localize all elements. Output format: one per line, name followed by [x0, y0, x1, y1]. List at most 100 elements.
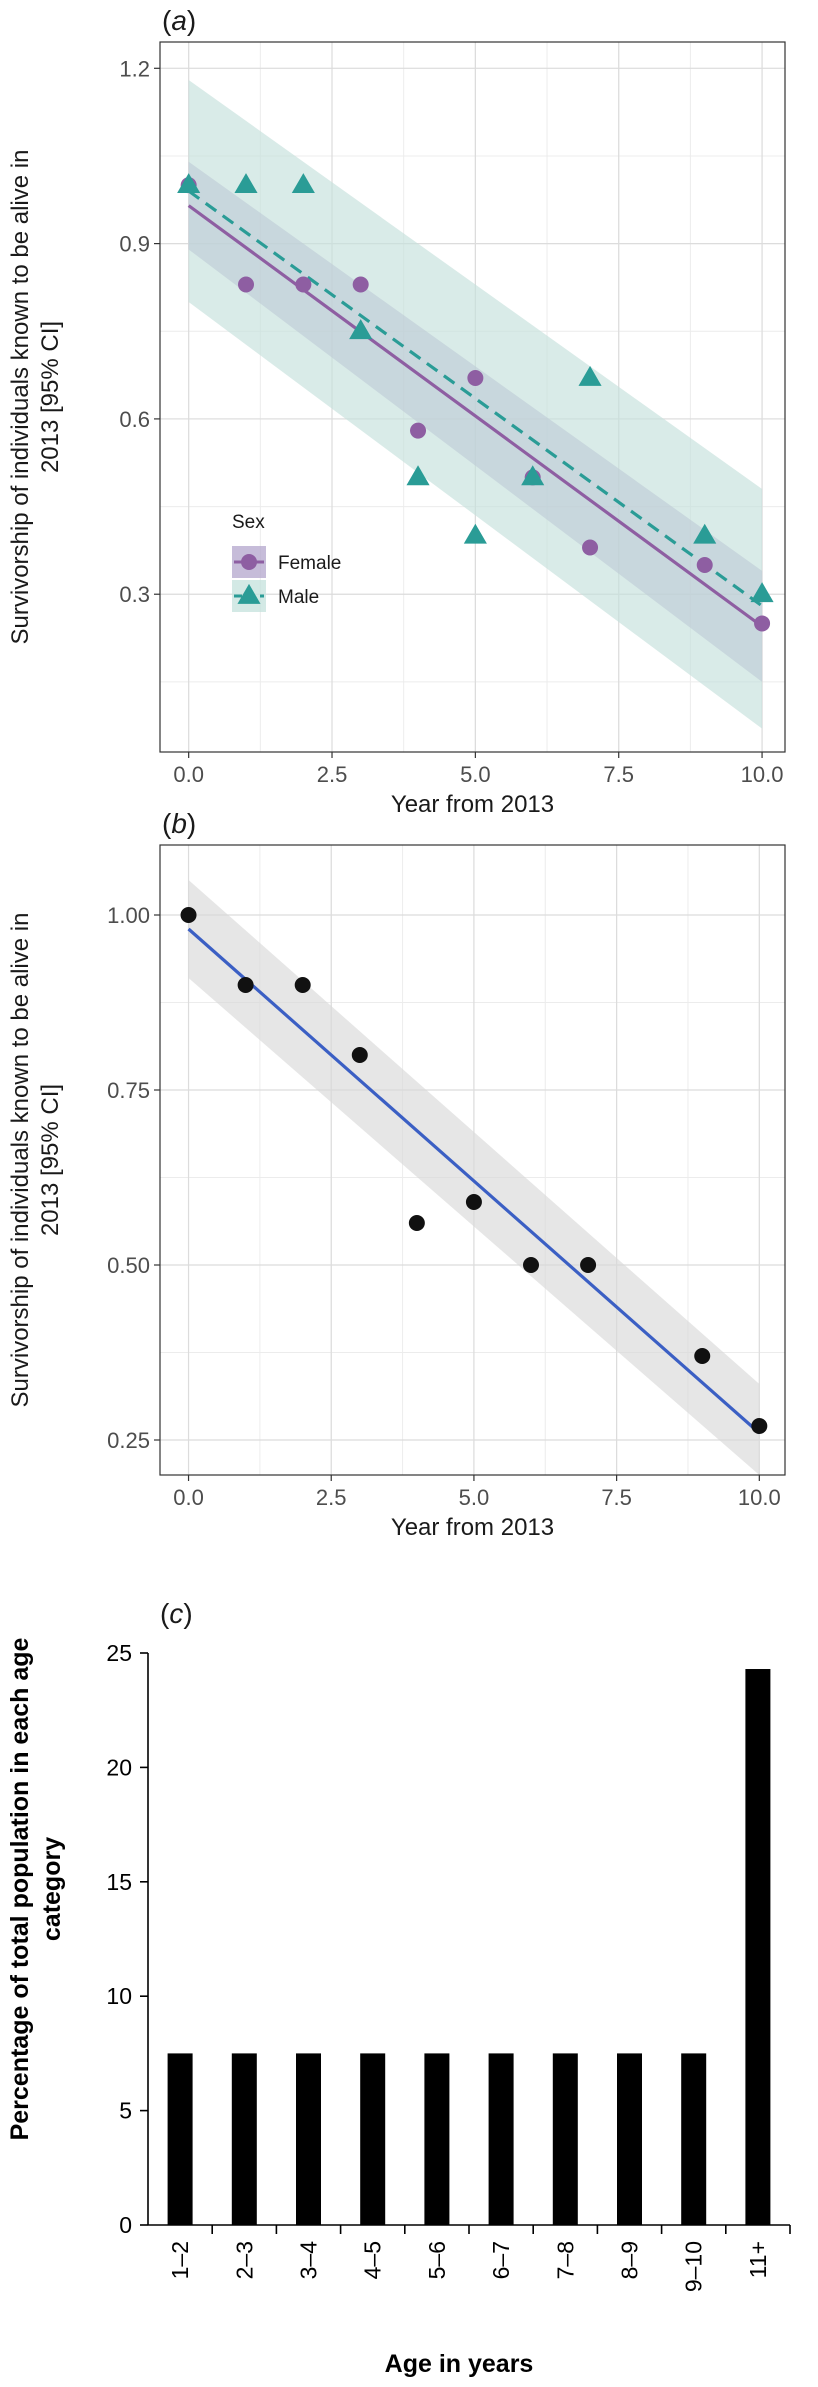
data-point-male [349, 319, 373, 340]
x-tick-label: 10.0 [741, 762, 784, 787]
y-tick-label: 1.00 [107, 903, 150, 928]
panel-label: (c) [160, 1598, 193, 1629]
plot-border [159, 844, 786, 1476]
x-tick-label: 10.0 [738, 1485, 781, 1510]
x-tick-label: 2.5 [317, 762, 348, 787]
data-point-male [291, 173, 315, 194]
y-tick-label: 0.6 [119, 407, 150, 432]
ci-band-male [188, 79, 763, 729]
y-axis-title: Survivorship of individuals known to be … [7, 913, 64, 1408]
data-point-male [406, 465, 430, 486]
data-point-male [693, 523, 717, 544]
y-tick-label: 0.50 [107, 1253, 150, 1278]
y-tick-label: 10 [106, 1983, 132, 2009]
panel-a: 0.0 2.5 5.0 7.5 10.0 0.3 0.6 0.9 1.2 Year from 20… [7, 5, 786, 818]
x-tick-label: 9–10 [681, 2241, 707, 2292]
data-point-male [234, 173, 258, 194]
x-tick-label: 8–9 [617, 2241, 643, 2279]
x-tick-label: 7–8 [552, 2241, 578, 2279]
plot-border [159, 41, 786, 753]
fit-line-male [187, 189, 764, 608]
panel-b: 0.0 2.5 5.0 7.5 10.0 0.25 0.50 0.75 1.00 Year fro… [7, 808, 786, 1541]
data-point [408, 1215, 425, 1231]
legend: Sex Female Male [232, 512, 341, 612]
fit-line-female [187, 204, 764, 628]
bar [296, 2053, 321, 2225]
data-point-male [463, 523, 487, 544]
data-point-female [582, 539, 599, 556]
bar [167, 2053, 193, 2225]
y-tick-label: 15 [106, 1869, 132, 1895]
x-axis-title: Year from 2013 [391, 791, 554, 818]
legend-key-marker [237, 583, 261, 604]
x-tick-label: 5–6 [424, 2241, 450, 2279]
x-tick-label: 2–3 [231, 2241, 257, 2279]
x-tick-label: 4–5 [360, 2241, 386, 2279]
data-point-female [295, 276, 312, 293]
data-point [580, 1257, 597, 1273]
data-point [294, 977, 311, 993]
data-point [237, 977, 254, 993]
y-tick-label: 0 [119, 2212, 132, 2238]
bar [552, 2053, 578, 2225]
data-point-male [750, 582, 774, 603]
y-tick-label: 20 [106, 1754, 132, 1780]
bar [745, 1669, 771, 2225]
x-tick-label: 7.5 [601, 1485, 632, 1510]
data-point-female [238, 276, 255, 293]
data-point-female [467, 370, 484, 387]
data-point [523, 1257, 540, 1273]
y-axis-title: Survivorship of individuals known to be … [7, 150, 64, 645]
bar [360, 2053, 386, 2225]
data-point-male [521, 465, 545, 486]
y-tick-label: 0.3 [119, 582, 150, 607]
bar [617, 2053, 642, 2225]
y-tick-label: 0.9 [119, 232, 150, 257]
x-tick-label: 6–7 [488, 2241, 514, 2279]
bar [231, 2053, 257, 2225]
data-point-female [754, 615, 771, 632]
x-tick-label: 3–4 [296, 2241, 322, 2280]
legend-key-marker [241, 554, 257, 570]
data-point-female [352, 276, 369, 293]
fit-line [187, 927, 761, 1435]
y-axis-title: Percentage of total population in each a… [6, 1637, 66, 2140]
y-tick-label: 5 [119, 2098, 132, 2124]
data-point [751, 1418, 768, 1434]
x-tick-label: 5.0 [460, 762, 491, 787]
y-tick-label: 1.2 [119, 56, 150, 81]
data-point-female [410, 422, 427, 439]
x-tick-label: 7.5 [603, 762, 634, 787]
plot-content [177, 79, 774, 729]
y-tick-label: 25 [106, 1640, 132, 1666]
x-tick-label: 0.0 [173, 762, 204, 787]
x-tick-label: 11+ [745, 2241, 771, 2278]
data-point [180, 907, 197, 923]
bar [488, 2053, 514, 2225]
legend-label-male: Male [278, 587, 319, 608]
data-point [465, 1194, 482, 1210]
plot-content [180, 880, 768, 1475]
data-point-male [177, 173, 201, 194]
x-tick-label: 0.0 [173, 1485, 204, 1510]
x-tick-label: 1–2 [167, 2241, 193, 2279]
panel-c: 0 5 10 15 20 25 1–2 2–3 3–4 4–5 5–6 6–7 7–8 8–9 9–10 11… [6, 1598, 791, 2378]
data-point [694, 1348, 711, 1364]
panel-label: (b) [162, 808, 196, 839]
legend-title: Sex [232, 512, 265, 533]
panel-label: (a) [162, 5, 196, 36]
data-point [351, 1047, 368, 1063]
legend-label-female: Female [278, 553, 341, 574]
ci-band [188, 880, 760, 1475]
data-point-female [696, 557, 713, 574]
bar [681, 2053, 707, 2225]
x-axis-title: Year from 2013 [391, 1514, 554, 1541]
x-axis-title: Age in years [385, 2350, 534, 2378]
y-tick-label: 0.25 [107, 1428, 150, 1453]
y-tick-label: 0.75 [107, 1078, 150, 1103]
data-point-male [578, 365, 602, 386]
x-tick-label: 2.5 [316, 1485, 347, 1510]
x-tick-label: 5.0 [459, 1485, 490, 1510]
bar [424, 2053, 450, 2225]
